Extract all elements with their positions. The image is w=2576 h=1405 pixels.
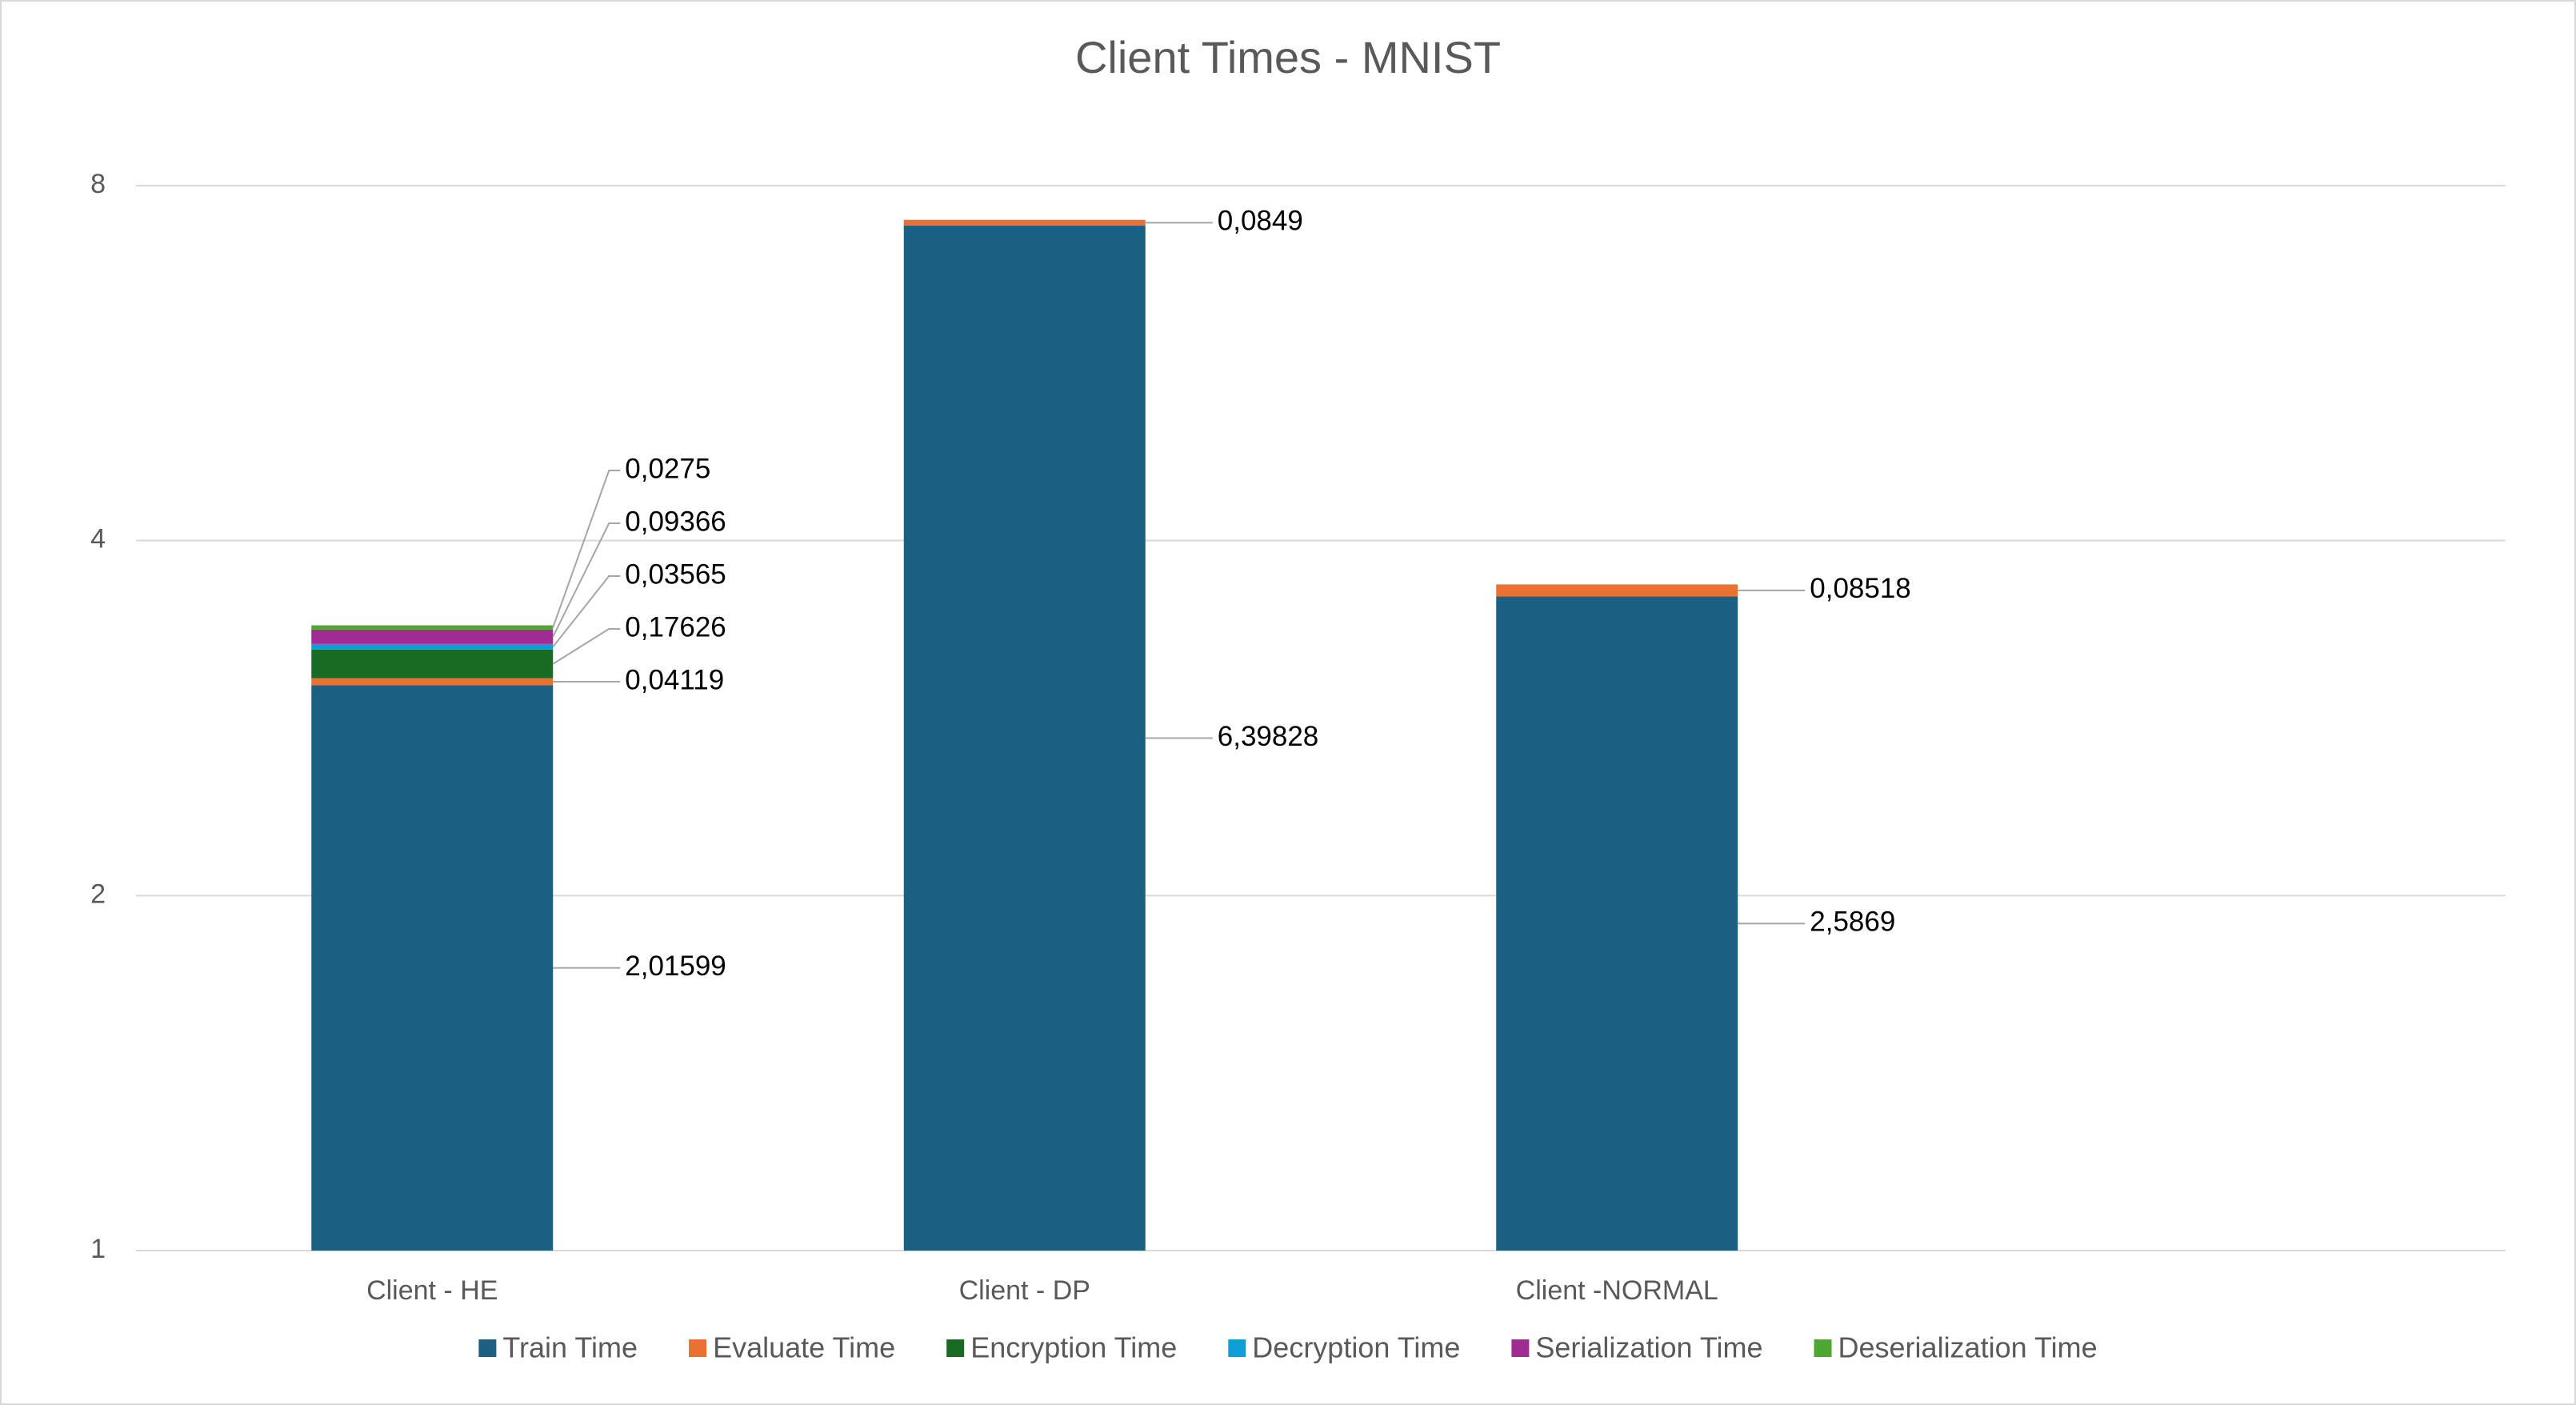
legend-label: Deserialization Time: [1838, 1331, 2098, 1364]
data-label: 0,08518: [1810, 573, 1911, 604]
y-tick-label: 2: [90, 879, 106, 909]
data-label: 2,5869: [1810, 906, 1895, 937]
leader-line: [552, 628, 621, 665]
leader-line: [552, 470, 621, 628]
legend-swatch: [946, 1339, 965, 1357]
data-label: 2,01599: [625, 951, 726, 982]
bar-segment: [311, 678, 554, 686]
bar-segment: [311, 625, 554, 630]
y-tick-label: 1: [90, 1234, 106, 1264]
legend-swatch: [1228, 1339, 1246, 1357]
legend-label: Evaluate Time: [713, 1331, 895, 1364]
leader-line: [552, 522, 621, 638]
bar-segment: [1496, 596, 1738, 1251]
data-label: 0,04119: [625, 664, 724, 695]
legend-swatch: [689, 1339, 707, 1357]
bar-segment: [311, 649, 554, 678]
legend-item: Serialization Time: [1511, 1331, 1763, 1364]
x-tick-label: Client - DP: [959, 1275, 1090, 1306]
legend-label: Encryption Time: [970, 1331, 1177, 1364]
x-tick-label: Client -NORMAL: [1516, 1275, 1718, 1306]
legend-swatch: [478, 1339, 497, 1357]
bar-segment: [311, 629, 554, 644]
legend-label: Decryption Time: [1252, 1331, 1460, 1364]
leader-line: [552, 575, 621, 647]
data-label: 6,39828: [1218, 721, 1319, 752]
legend-item: Evaluate Time: [689, 1331, 895, 1364]
bar-segment: [1496, 584, 1738, 597]
data-label: 0,0849: [1218, 206, 1303, 237]
chart-title: Client Times - MNIST: [1075, 32, 1501, 82]
legend-item: Train Time: [478, 1331, 638, 1364]
data-label: 0,0275: [625, 453, 710, 484]
legend-label: Train Time: [502, 1331, 638, 1364]
x-tick-label: Client - HE: [366, 1275, 498, 1306]
legend-item: Deserialization Time: [1814, 1331, 2098, 1364]
bar-segment: [311, 643, 554, 650]
y-tick-label: 8: [90, 169, 106, 199]
legend: Train Time Evaluate Time Encryption Time De…: [478, 1331, 2098, 1364]
legend-swatch: [1511, 1339, 1530, 1357]
bar-segment: [903, 219, 1146, 226]
data-label: 0,09366: [625, 506, 726, 537]
y-tick-label: 4: [90, 524, 106, 554]
bar-segment: [903, 226, 1146, 1251]
legend-swatch: [1814, 1339, 1832, 1357]
legend-label: Serialization Time: [1535, 1331, 1762, 1364]
data-label: 0,17626: [625, 611, 726, 642]
legend-item: Decryption Time: [1228, 1331, 1460, 1364]
bar-segment: [311, 685, 554, 1251]
legend-item: Encryption Time: [946, 1331, 1177, 1364]
data-label: 0,03565: [625, 558, 726, 590]
